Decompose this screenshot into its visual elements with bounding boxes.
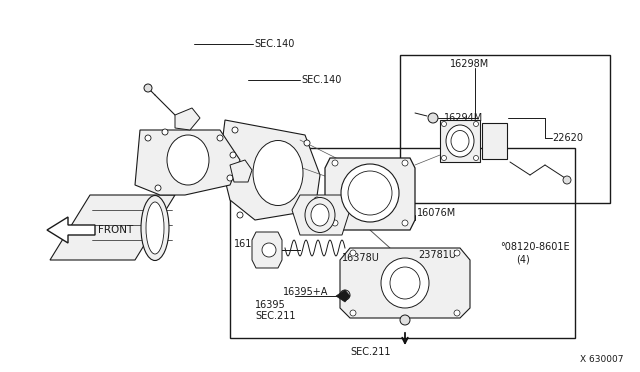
- Circle shape: [442, 122, 447, 126]
- Ellipse shape: [167, 135, 209, 185]
- Text: 16294M: 16294M: [444, 113, 483, 123]
- Circle shape: [155, 185, 161, 191]
- Text: 23781U: 23781U: [418, 250, 456, 260]
- Text: 16152E: 16152E: [234, 239, 271, 249]
- Circle shape: [454, 250, 460, 256]
- Ellipse shape: [141, 196, 169, 260]
- Circle shape: [442, 155, 447, 160]
- Circle shape: [332, 220, 338, 226]
- Ellipse shape: [305, 198, 335, 232]
- Text: 16298M: 16298M: [450, 59, 489, 69]
- Circle shape: [227, 175, 233, 181]
- Polygon shape: [252, 232, 282, 268]
- Circle shape: [402, 160, 408, 166]
- Bar: [440, 120, 480, 162]
- Polygon shape: [336, 290, 350, 302]
- Circle shape: [474, 122, 479, 126]
- Ellipse shape: [446, 125, 474, 157]
- Circle shape: [332, 160, 338, 166]
- Circle shape: [563, 176, 571, 184]
- Circle shape: [217, 135, 223, 141]
- Ellipse shape: [348, 171, 392, 215]
- Circle shape: [350, 250, 356, 256]
- Text: SEC.211: SEC.211: [255, 311, 296, 321]
- Circle shape: [144, 84, 152, 92]
- Polygon shape: [220, 120, 320, 220]
- Text: 22620: 22620: [552, 133, 583, 143]
- Circle shape: [237, 212, 243, 218]
- Circle shape: [350, 310, 356, 316]
- Circle shape: [340, 290, 350, 300]
- Text: 16395: 16395: [255, 300, 285, 310]
- Text: 16395+A: 16395+A: [283, 287, 328, 297]
- Polygon shape: [47, 217, 95, 243]
- Polygon shape: [292, 195, 350, 235]
- Text: SEC.211: SEC.211: [350, 347, 390, 357]
- Ellipse shape: [311, 204, 329, 226]
- Circle shape: [232, 127, 238, 133]
- Polygon shape: [50, 195, 175, 260]
- Circle shape: [428, 113, 438, 123]
- Bar: [230, 148, 575, 338]
- Circle shape: [304, 140, 310, 146]
- Circle shape: [454, 310, 460, 316]
- Text: FRONT: FRONT: [98, 225, 133, 235]
- Circle shape: [162, 129, 168, 135]
- Text: X 630007: X 630007: [580, 356, 623, 365]
- Bar: [482, 123, 507, 159]
- Polygon shape: [340, 248, 470, 318]
- Text: (4): (4): [516, 254, 530, 264]
- Circle shape: [262, 243, 276, 257]
- Text: °08120-8601E: °08120-8601E: [500, 242, 570, 252]
- Text: 16076M: 16076M: [417, 208, 456, 218]
- Circle shape: [474, 155, 479, 160]
- Circle shape: [314, 197, 320, 203]
- Circle shape: [230, 152, 236, 158]
- Polygon shape: [230, 160, 252, 182]
- Ellipse shape: [451, 131, 469, 151]
- Bar: [400, 55, 610, 203]
- Circle shape: [402, 220, 408, 226]
- Text: 16378U: 16378U: [342, 253, 380, 263]
- Circle shape: [145, 135, 151, 141]
- Ellipse shape: [390, 267, 420, 299]
- Ellipse shape: [253, 141, 303, 205]
- Polygon shape: [175, 108, 200, 130]
- Ellipse shape: [341, 164, 399, 222]
- Polygon shape: [325, 158, 415, 230]
- Polygon shape: [135, 130, 240, 195]
- Ellipse shape: [146, 202, 164, 254]
- Text: SEC.140: SEC.140: [254, 39, 294, 49]
- Ellipse shape: [381, 258, 429, 308]
- Circle shape: [400, 315, 410, 325]
- Text: SEC.140: SEC.140: [301, 75, 341, 85]
